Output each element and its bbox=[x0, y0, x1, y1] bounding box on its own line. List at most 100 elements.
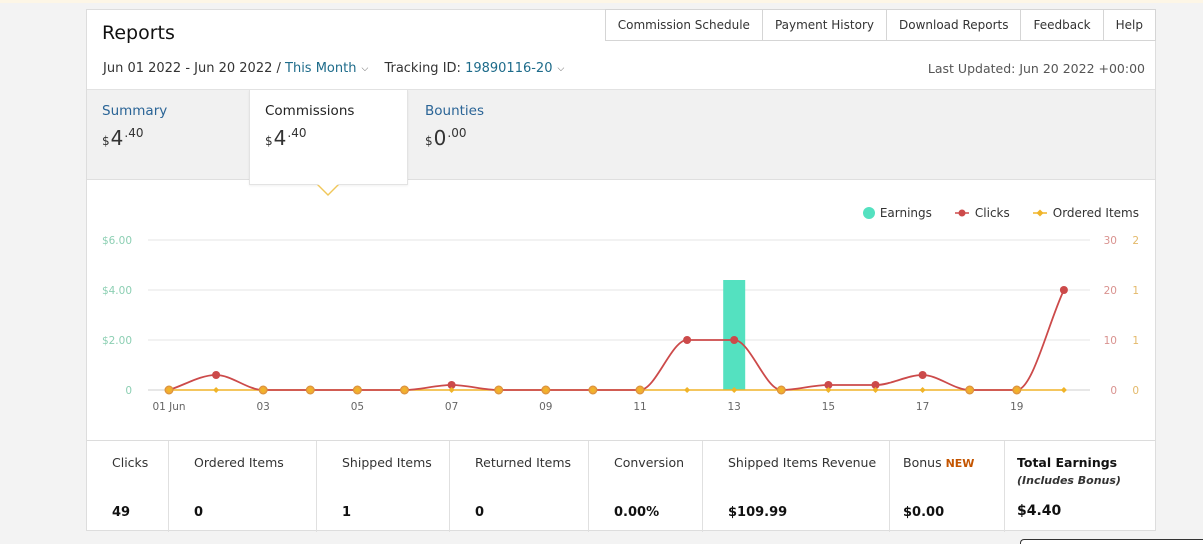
nav-payment-history[interactable]: Payment History bbox=[761, 9, 887, 41]
ordered-items-point bbox=[495, 387, 502, 393]
period-label: This Month bbox=[285, 61, 357, 76]
y-mid-tick-label: 30 bbox=[1104, 235, 1117, 247]
x-tick-label: 07 bbox=[445, 401, 458, 413]
nav-help[interactable]: Help bbox=[1102, 9, 1156, 41]
x-tick-label: 11 bbox=[633, 401, 646, 413]
tracking-id-dropdown[interactable]: 19890116-20 ⌵ bbox=[465, 61, 564, 76]
legend-ordered-items[interactable]: Ordered Items bbox=[1032, 206, 1139, 220]
stat-bonus: Bonus NEW $0.00 bbox=[890, 441, 1005, 532]
ordered-items-point bbox=[919, 387, 926, 393]
tab-bounties[interactable]: Bounties $0.00 bbox=[410, 90, 560, 181]
ordered-items-point bbox=[872, 387, 879, 393]
clicks-point bbox=[730, 336, 739, 344]
ordered-items-point bbox=[1060, 387, 1067, 393]
stat-value: 49 bbox=[112, 505, 131, 520]
tab-commissions[interactable]: Commissions $4.40 bbox=[249, 90, 408, 185]
tab-summary[interactable]: Summary $4.40 bbox=[87, 90, 249, 181]
y-left-tick-label: $2.00 bbox=[102, 335, 132, 347]
stat-label: Total Earnings bbox=[1017, 455, 1118, 470]
ordered-items-point bbox=[260, 387, 267, 393]
stat-value: 0.00% bbox=[614, 505, 660, 520]
legend-ordered-items-label: Ordered Items bbox=[1052, 206, 1139, 220]
stat-total-earnings: Total Earnings (Includes Bonus) $4.40 bbox=[1005, 441, 1155, 532]
stat-note: (Includes Bonus) bbox=[1017, 474, 1121, 487]
y-mid-tick-label: 20 bbox=[1104, 285, 1117, 297]
x-tick-label: 13 bbox=[728, 401, 741, 413]
new-badge: NEW bbox=[945, 457, 975, 470]
summary-amount: $4.40 bbox=[102, 126, 234, 150]
y-left-tick-label: $6.00 bbox=[102, 235, 132, 247]
stat-returned-items: Returned Items 0 bbox=[450, 441, 589, 532]
legend-clicks[interactable]: Clicks bbox=[954, 206, 1010, 220]
stat-label: Returned Items bbox=[475, 455, 572, 470]
clicks-point bbox=[918, 371, 927, 379]
ordered-items-point bbox=[637, 387, 643, 393]
ordered-items-point bbox=[966, 387, 973, 393]
x-tick-label: 19 bbox=[1010, 401, 1023, 413]
nav-feedback[interactable]: Feedback bbox=[1020, 9, 1104, 41]
y-right-tick-label: 1 bbox=[1132, 285, 1139, 297]
tab-bounties-label: Bounties bbox=[425, 103, 485, 119]
page-title: Reports bbox=[102, 22, 175, 44]
chevron-down-icon: ⌵ bbox=[361, 64, 369, 74]
clicks-point bbox=[871, 381, 880, 389]
ordered-items-point bbox=[307, 387, 314, 393]
ordered-items-point bbox=[589, 387, 596, 393]
x-tick-label: 15 bbox=[822, 401, 835, 413]
active-tab-caret-icon bbox=[317, 184, 339, 196]
x-tick-label: 03 bbox=[257, 401, 270, 413]
ordered-items-point bbox=[731, 387, 738, 393]
stat-value: 1 bbox=[342, 505, 352, 520]
y-mid-tick-label: 0 bbox=[1110, 385, 1117, 397]
y-right-tick-label: 1 bbox=[1132, 335, 1139, 347]
stat-label: Shipped Items Revenue bbox=[728, 455, 877, 470]
y-right-tick-label: 0 bbox=[1132, 385, 1139, 397]
x-tick-label: 09 bbox=[539, 401, 552, 413]
currency-symbol: $ bbox=[425, 134, 433, 148]
stats-bar: Clicks 49 Ordered Items 0 Shipped Items … bbox=[87, 440, 1155, 532]
y-left-tick-label: $4.00 bbox=[102, 285, 132, 297]
currency-symbol: $ bbox=[265, 134, 273, 148]
stat-shipped-items: Shipped Items 1 bbox=[317, 441, 450, 532]
amount-whole: 0 bbox=[433, 126, 447, 150]
stat-label: Bonus NEW bbox=[903, 455, 1004, 470]
stat-clicks: Clicks 49 bbox=[87, 441, 169, 532]
stat-label: Shipped Items bbox=[342, 455, 432, 470]
legend-ordered-items-marker bbox=[1032, 209, 1047, 217]
period-dropdown[interactable]: This Month ⌵ bbox=[285, 61, 368, 76]
filter-bar: Jun 01 2022 - Jun 20 2022 / This Month ⌵ … bbox=[103, 61, 564, 76]
bounties-amount: $0.00 bbox=[425, 126, 545, 150]
legend-clicks-label: Clicks bbox=[974, 206, 1010, 220]
nav-download-reports[interactable]: Download Reports bbox=[885, 9, 1022, 41]
amount-fraction: .40 bbox=[287, 126, 307, 140]
top-nav: Commission Schedule Payment History Down… bbox=[604, 9, 1156, 41]
legend-earnings-marker bbox=[862, 207, 875, 219]
bottom-right-corner bbox=[1020, 539, 1203, 544]
ordered-items-point bbox=[825, 387, 832, 393]
stat-label: Ordered Items bbox=[194, 455, 284, 470]
top-accent-line bbox=[0, 0, 1203, 3]
ordered-items-point bbox=[401, 387, 408, 393]
stat-shipped-items-revenue: Shipped Items Revenue $109.99 bbox=[703, 441, 890, 532]
last-updated: Last Updated: Jun 20 2022 +00:00 bbox=[927, 61, 1145, 76]
stat-value: 0 bbox=[475, 505, 485, 520]
stat-value: $0.00 bbox=[903, 505, 945, 520]
nav-commission-schedule[interactable]: Commission Schedule bbox=[604, 9, 763, 41]
ordered-items-point bbox=[542, 387, 549, 393]
legend-earnings[interactable]: Earnings bbox=[862, 206, 932, 220]
stat-label: Clicks bbox=[112, 455, 149, 470]
clicks-point bbox=[447, 381, 456, 389]
stat-ordered-items: Ordered Items 0 bbox=[169, 441, 317, 532]
ordered-items-point bbox=[778, 387, 785, 393]
legend-earnings-label: Earnings bbox=[879, 206, 932, 220]
date-range: Jun 01 2022 - Jun 20 2022 / bbox=[103, 61, 281, 76]
clicks-point bbox=[824, 381, 833, 389]
clicks-point bbox=[683, 336, 692, 344]
stat-label: Conversion bbox=[614, 455, 685, 470]
ordered-items-point bbox=[354, 387, 361, 393]
x-tick-label: 05 bbox=[351, 401, 364, 413]
y-left-tick-label: 0 bbox=[125, 385, 132, 397]
y-right-tick-label: 2 bbox=[1132, 235, 1139, 247]
legend-clicks-marker bbox=[954, 209, 969, 217]
